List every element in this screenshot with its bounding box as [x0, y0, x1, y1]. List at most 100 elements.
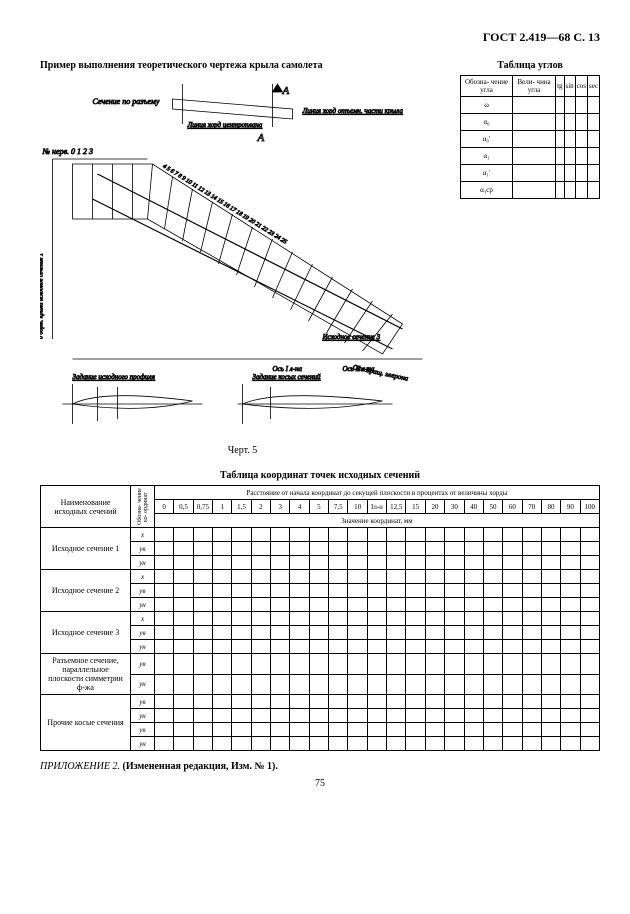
angle-row-label: α₃ср: [461, 182, 513, 199]
coord-cell: [155, 584, 174, 598]
coord-cell: [406, 598, 425, 612]
coord-cell: [271, 612, 290, 626]
coord-cell: [174, 723, 193, 737]
coord-cell: [387, 654, 406, 675]
coord-desig: yв: [131, 723, 155, 737]
coord-cell: [251, 640, 270, 654]
coord-cell: [271, 528, 290, 542]
coord-cell: [348, 654, 367, 675]
coord-desig: yн: [131, 640, 155, 654]
coord-cell: [503, 737, 522, 751]
coord-cell: [483, 674, 502, 695]
coord-cell: [251, 709, 270, 723]
angle-cell: [588, 148, 600, 165]
footer: ПРИЛОЖЕНИЕ 2. (Измененная редакция, Изм.…: [40, 761, 600, 772]
coord-cell: [580, 737, 599, 751]
coord-dist-col: 3: [271, 500, 290, 514]
coord-table-title: Таблица координат точек исходных сечений: [40, 470, 600, 481]
coord-cell: [174, 709, 193, 723]
coord-cell: [406, 570, 425, 584]
coord-cell: [387, 598, 406, 612]
coord-dist-col: 1: [213, 500, 232, 514]
doc-header: ГОСТ 2.419—68 С. 13: [40, 30, 600, 45]
coord-cell: [309, 528, 328, 542]
coord-section-name: Исходное сечение 2: [41, 570, 131, 612]
coord-cell: [251, 695, 270, 709]
svg-text:0 борт. крыла исходное сечение: 0 борт. крыла исходное сечение 1: [40, 253, 45, 339]
coord-section-name: Исходное сечение 3: [41, 612, 131, 654]
coord-cell: [329, 556, 348, 570]
coord-cell: [464, 556, 483, 570]
coord-cell: [541, 695, 560, 709]
coord-cell: [174, 626, 193, 640]
coord-cell: [309, 570, 328, 584]
svg-text:А: А: [282, 85, 290, 97]
coord-cell: [329, 570, 348, 584]
coord-cell: [309, 584, 328, 598]
svg-text:№ нерв. 0 1 2 3: № нерв. 0 1 2 3: [42, 147, 94, 156]
coord-cell: [309, 612, 328, 626]
coord-cell: [503, 570, 522, 584]
coord-cell: [387, 556, 406, 570]
coord-cell: [445, 626, 464, 640]
coord-cell: [367, 598, 386, 612]
angle-cell: [556, 131, 564, 148]
coord-cell: [348, 626, 367, 640]
angle-col: sec: [588, 76, 600, 97]
coord-cell: [503, 640, 522, 654]
coord-cell: [445, 542, 464, 556]
coord-cell: [174, 674, 193, 695]
coord-cell: [425, 528, 444, 542]
coord-cell: [213, 723, 232, 737]
coord-cell: [522, 598, 541, 612]
coord-cell: [580, 570, 599, 584]
coord-cell: [483, 626, 502, 640]
coord-cell: [561, 654, 580, 675]
coord-cell: [503, 626, 522, 640]
coord-cell: [425, 626, 444, 640]
coord-cell: [406, 737, 425, 751]
coord-cell: [406, 695, 425, 709]
coord-cell: [464, 640, 483, 654]
coord-dist-col: 50: [483, 500, 502, 514]
angle-cell: [564, 114, 575, 131]
coord-cell: [290, 528, 309, 542]
coord-desig: yн: [131, 674, 155, 695]
coord-cell: [503, 612, 522, 626]
coord-cell: [580, 584, 599, 598]
coord-cell: [309, 626, 328, 640]
coord-cell: [522, 695, 541, 709]
coord-dist-col: 70: [522, 500, 541, 514]
coord-cell: [522, 640, 541, 654]
coord-section-name: Исходное сечение 1: [41, 528, 131, 570]
coord-cell: [329, 695, 348, 709]
coord-cell: [232, 584, 251, 598]
coord-cell: [445, 674, 464, 695]
coord-cell: [193, 709, 212, 723]
figure-caption: Черт. 5: [40, 445, 445, 456]
coord-cell: [290, 584, 309, 598]
coord-cell: [580, 695, 599, 709]
coord-cell: [348, 570, 367, 584]
angle-cell: [513, 97, 556, 114]
coord-cell: [213, 695, 232, 709]
coord-cell: [580, 723, 599, 737]
svg-text:Исходное сечение 3: Исходное сечение 3: [322, 333, 381, 341]
angle-table-wrap: Таблица углов Обозна- чение углаВели- чи…: [460, 60, 600, 199]
coord-cell: [445, 737, 464, 751]
coord-name-col: Наименование исходных сечений: [41, 486, 131, 528]
angle-cell: [575, 165, 587, 182]
angle-col: tg: [556, 76, 564, 97]
coord-cell: [561, 695, 580, 709]
coord-cell: [367, 737, 386, 751]
top-row: Пример выполнения теоретического чертежа…: [40, 60, 600, 466]
coord-cell: [406, 556, 425, 570]
coord-cell: [174, 542, 193, 556]
coord-cell: [174, 598, 193, 612]
coord-cell: [290, 695, 309, 709]
coord-dist-col: 100: [580, 500, 599, 514]
coord-cell: [348, 640, 367, 654]
coord-cell: [464, 584, 483, 598]
coord-cell: [251, 654, 270, 675]
coord-cell: [541, 626, 560, 640]
